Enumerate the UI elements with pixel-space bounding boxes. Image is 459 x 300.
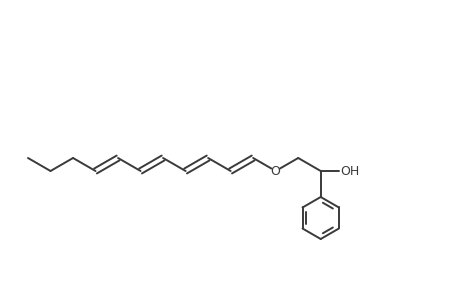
Text: O: O — [270, 164, 280, 178]
Text: OH: OH — [340, 164, 359, 178]
